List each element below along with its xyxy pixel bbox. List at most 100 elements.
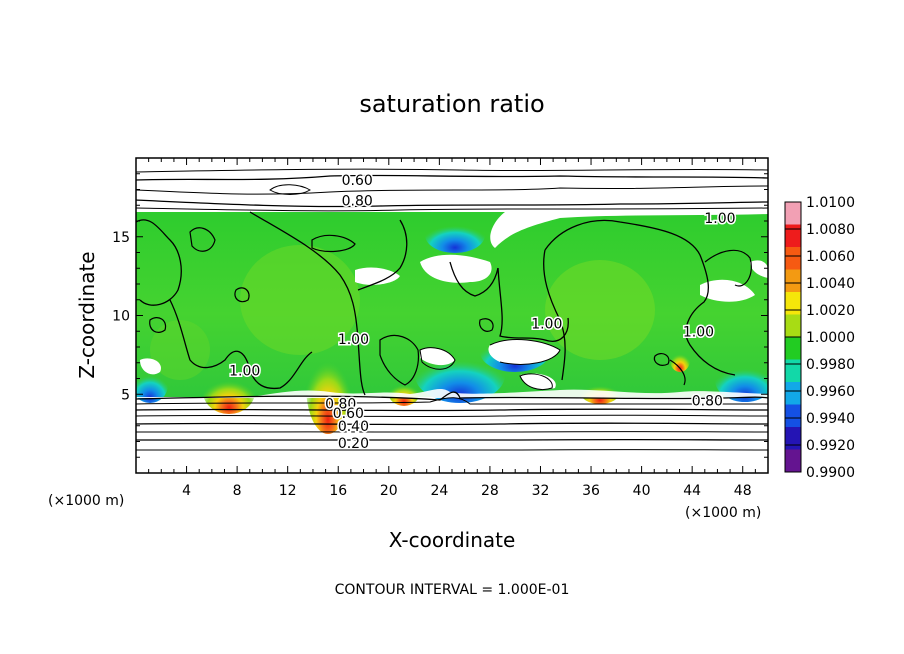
contour-label: 1.00 — [229, 364, 260, 380]
clear-region — [420, 254, 492, 283]
contour-line — [189, 227, 216, 252]
contour-label: 1.00 — [683, 324, 714, 340]
contour-line — [497, 267, 569, 342]
colorbar-label: 1.0100 — [806, 195, 855, 211]
contour-line — [136, 185, 768, 195]
colorbar-swatch — [785, 224, 801, 247]
contour-label: 1.00 — [704, 211, 735, 227]
subsaturated-region — [425, 217, 485, 253]
subsaturated-region — [715, 358, 768, 402]
contour-line — [653, 352, 670, 366]
contour-label: 1.00 — [338, 332, 369, 348]
colorbar-label: 0.9920 — [806, 438, 855, 454]
x-tick-label: 36 — [582, 483, 600, 499]
clear-region — [750, 260, 768, 278]
field-patch — [240, 245, 360, 355]
colorbar-swatch — [785, 359, 801, 382]
colorbar-swatch — [785, 314, 801, 337]
contour-lines — [136, 168, 768, 451]
contour-line — [379, 335, 420, 386]
supersaturated-region — [670, 348, 690, 372]
contour-label: 0.60 — [342, 173, 373, 189]
contour-line — [519, 373, 553, 390]
contour-label: 0.80 — [342, 194, 373, 210]
x-tick-label: 20 — [380, 483, 398, 499]
contour-line — [669, 359, 686, 386]
contour-line — [489, 339, 561, 365]
colorbar-label: 1.0080 — [806, 222, 855, 238]
x-unit-right: (×1000 m) — [685, 505, 761, 521]
contour-line — [169, 299, 313, 390]
y-axis-ticks: 5 10 15 — [112, 173, 768, 458]
clear-region — [490, 212, 768, 248]
contour-label: 0.60 — [333, 406, 364, 422]
contour-line — [704, 249, 752, 287]
contour-line — [543, 249, 566, 381]
contour-interval-note: CONTOUR INTERVAL = 1.000E-01 — [335, 582, 570, 598]
contour-line — [136, 219, 182, 306]
x-tick-label: 4 — [182, 483, 191, 499]
contour-line — [136, 168, 768, 173]
x-tick-label: 48 — [734, 483, 752, 499]
contour-line — [249, 211, 366, 396]
colorbar-swatch — [785, 337, 801, 360]
contour-line — [449, 261, 499, 297]
colorbar-label: 1.0000 — [806, 330, 855, 346]
colorbar-swatch — [785, 202, 801, 225]
x-tick-label: 24 — [430, 483, 448, 499]
subsaturated-region — [136, 367, 168, 403]
plot-area: 0.600.801.001.001.001.00 1.000.800.600.40… — [135, 157, 769, 474]
x-axis-ticks: 4 8 12 16 20 24 28 32 36 40 44 48 — [148, 158, 756, 499]
contour-line — [419, 347, 456, 370]
contour-line — [234, 287, 250, 303]
x-unit-left: (×1000 m) — [48, 493, 124, 509]
colorbar-label: 1.0040 — [806, 276, 855, 292]
contour-line — [136, 449, 768, 451]
clear-region — [355, 267, 400, 285]
colorbar-swatch — [785, 269, 801, 292]
colorbar-label: 1.0020 — [806, 303, 855, 319]
x-tick-label: 8 — [233, 483, 242, 499]
colorbar-swatch — [785, 247, 801, 270]
colorbar-swatch — [785, 404, 801, 427]
colorbar-swatch — [785, 292, 801, 315]
x-tick-label: 32 — [532, 483, 550, 499]
contour-line — [136, 414, 768, 418]
y-axis-label: Z-coordinate — [75, 251, 99, 378]
x-tick-label: 12 — [279, 483, 297, 499]
x-tick-label: 40 — [633, 483, 651, 499]
colorbar: 1.0100 1.0080 1.0060 1.0040 1.0020 1.0000 0.99… — [784, 195, 855, 481]
x-tick-label: 16 — [329, 483, 347, 499]
chart-title: saturation ratio — [359, 90, 544, 118]
field-patch — [545, 260, 655, 360]
contour-line — [136, 438, 768, 441]
contour-line — [136, 391, 768, 401]
x-axis-label: X-coordinate — [389, 528, 516, 552]
clear-region — [140, 358, 161, 375]
colorbar-swatch — [785, 382, 801, 405]
contour-line — [311, 234, 356, 253]
contour-line — [357, 219, 408, 291]
x-tick-label: 44 — [683, 483, 701, 499]
colorbar-label: 0.9980 — [806, 357, 855, 373]
contour-line — [136, 408, 768, 412]
colorbar-label: 0.9960 — [806, 384, 855, 400]
contour-label: 1.00 — [531, 316, 562, 332]
contour-line — [136, 431, 768, 433]
colorbar-label: 0.9940 — [806, 411, 855, 427]
contour-label: 0.80 — [325, 397, 356, 413]
contour-line — [136, 199, 768, 208]
contour-labels: 0.600.801.001.001.001.00 1.000.800.600.40… — [228, 172, 737, 454]
colorbar-label: 1.0060 — [806, 249, 855, 265]
contour-line — [544, 219, 736, 376]
colorbar-swatch — [785, 449, 801, 472]
saturation-field — [136, 212, 768, 434]
contour-label: 0.80 — [692, 394, 723, 410]
clear-region — [420, 348, 455, 366]
supersaturated-region — [388, 378, 420, 406]
y-tick-label: 15 — [112, 230, 130, 246]
contour-label: 0.20 — [338, 436, 369, 452]
contour-line — [136, 422, 768, 426]
contour-line — [136, 174, 768, 181]
